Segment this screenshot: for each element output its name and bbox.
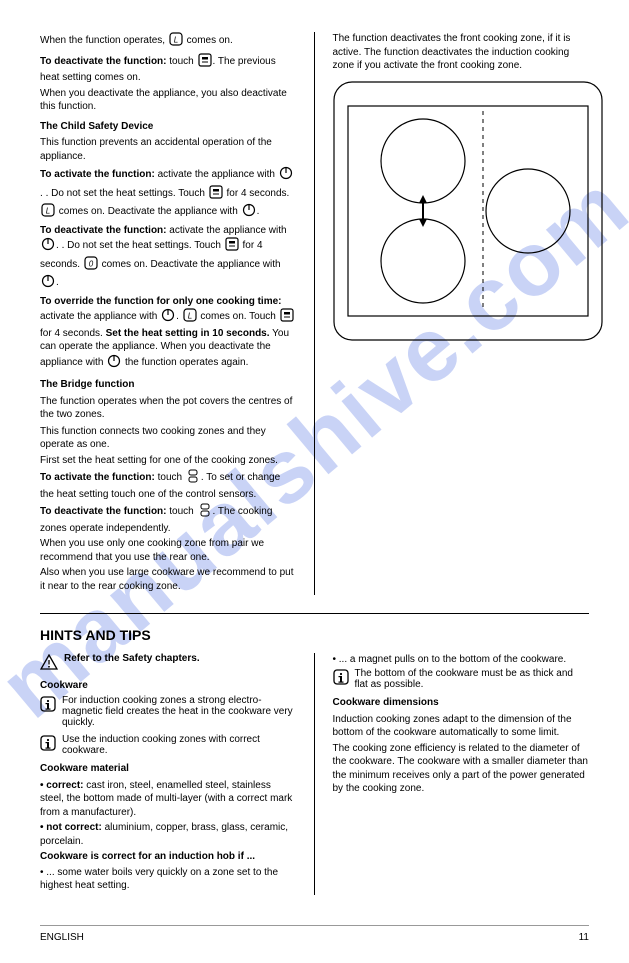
upper-right-col: The function deactivates the front cooki… xyxy=(315,32,590,595)
upper-left-col: When the function operates, comes on. To… xyxy=(40,32,315,595)
text: When you use only one cooking zone from … xyxy=(40,537,296,564)
square-icon xyxy=(225,237,239,256)
warning-block: Refer to the Safety chapters. xyxy=(40,653,296,673)
info-text: The bottom of the cookware must be as th… xyxy=(355,668,590,690)
text: The cooking zone efficiency is related t… xyxy=(333,742,590,796)
info-block: For induction cooking zones a strong ele… xyxy=(40,695,296,728)
text: First set the heat setting for one of th… xyxy=(40,454,296,468)
list-item: • correct: cast iron, steel, enamelled s… xyxy=(40,779,296,820)
warning-text: Refer to the Safety chapters. xyxy=(64,653,296,664)
page: When the function operates, comes on. To… xyxy=(0,0,629,963)
text: To deactivate the function: activate the… xyxy=(40,224,296,293)
upper-columns: When the function operates, comes on. To… xyxy=(40,32,589,595)
power-icon xyxy=(279,166,293,185)
square-icon xyxy=(280,308,294,327)
text: Induction cooking zones adapt to the dim… xyxy=(333,713,590,740)
heading: Cookware xyxy=(40,679,296,693)
text: To deactivate the function: touch . The … xyxy=(40,53,296,85)
text: When you deactivate the appliance, you a… xyxy=(40,87,296,114)
footer-divider xyxy=(40,925,589,926)
bridge-icon xyxy=(186,469,200,488)
text: The function operates when the pot cover… xyxy=(40,395,296,422)
heading: Cookware dimensions xyxy=(333,696,590,710)
lower-columns: Refer to the Safety chapters. Cookware F… xyxy=(40,653,589,895)
footer-right: 11 xyxy=(579,932,589,943)
text: To override the function for only one co… xyxy=(40,295,296,373)
footer-left: ENGLISH xyxy=(40,932,84,943)
lock-icon xyxy=(169,32,183,51)
bridge-icon xyxy=(198,503,212,522)
info-text: Use the induction cooking zones with cor… xyxy=(62,734,296,756)
text: The function deactivates the front cooki… xyxy=(333,32,590,73)
lower-right-col: • ... a magnet pulls on to the bottom of… xyxy=(315,653,590,895)
text: To deactivate the function: touch . The … xyxy=(40,503,296,535)
text: This function connects two cooking zones… xyxy=(40,425,296,452)
square-icon xyxy=(209,185,223,204)
power-icon xyxy=(242,203,256,222)
text: Also when you use large cookware we reco… xyxy=(40,566,296,593)
section-divider xyxy=(40,613,589,614)
power-icon xyxy=(41,237,55,256)
footer: ENGLISH 11 xyxy=(40,932,589,943)
zero-icon xyxy=(84,256,98,275)
heading: The Child Safety Device xyxy=(40,120,296,134)
power-icon xyxy=(107,354,121,373)
info-icon xyxy=(40,735,56,754)
list-item: • ... some water boils very quickly on a… xyxy=(40,866,296,893)
lock-icon xyxy=(183,308,197,327)
list-item: • not correct: aluminium, copper, brass,… xyxy=(40,821,296,848)
info-text: For induction cooking zones a strong ele… xyxy=(62,695,296,728)
hob-diagram xyxy=(333,81,590,344)
chapter-title: HINTS AND TIPS xyxy=(40,626,589,645)
lock-icon xyxy=(41,203,55,222)
power-icon xyxy=(41,274,55,293)
power-icon xyxy=(161,308,175,327)
heading: Cookware is correct for an induction hob… xyxy=(40,850,296,864)
list-item: • ... a magnet pulls on to the bottom of… xyxy=(333,653,590,667)
text: This function prevents an accidental ope… xyxy=(40,136,296,163)
text: To activate the function: touch . To set… xyxy=(40,469,296,501)
text: When the function operates, comes on. xyxy=(40,32,296,51)
info-block: Use the induction cooking zones with cor… xyxy=(40,734,296,756)
heading: The Bridge function xyxy=(40,378,296,392)
lower-left-col: Refer to the Safety chapters. Cookware F… xyxy=(40,653,315,895)
heading: Cookware material xyxy=(40,762,296,776)
info-icon xyxy=(40,696,56,715)
text: To activate the function: activate the a… xyxy=(40,166,296,222)
info-icon xyxy=(333,669,349,688)
info-block: The bottom of the cookware must be as th… xyxy=(333,668,590,690)
square-icon xyxy=(198,53,212,72)
warning-icon xyxy=(40,654,58,673)
